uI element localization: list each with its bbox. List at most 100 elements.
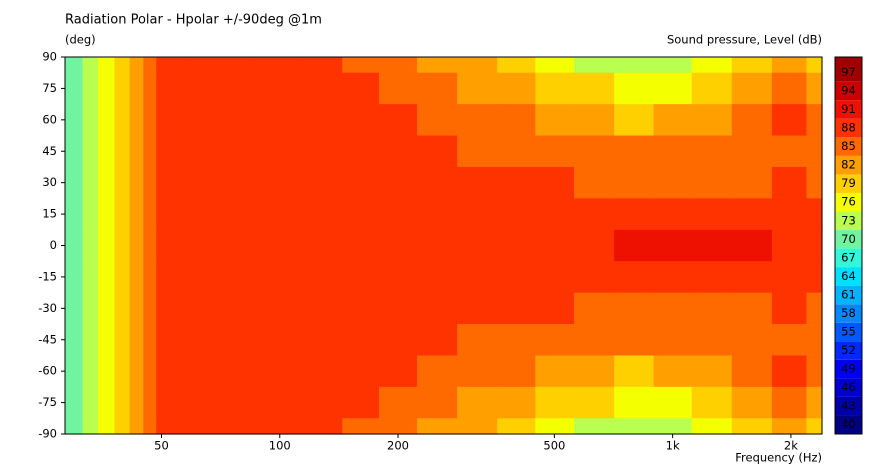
contour-cell xyxy=(771,57,808,74)
contour-cell xyxy=(65,324,84,357)
contour-cell xyxy=(691,198,733,231)
contour-cell xyxy=(302,104,343,137)
contour-cell xyxy=(535,104,575,137)
contour-cell xyxy=(190,418,250,435)
colorbar-band xyxy=(835,137,862,156)
contour-cell xyxy=(129,135,144,168)
contour-cell xyxy=(143,135,157,168)
colorbar-tick-label: 70 xyxy=(841,232,856,246)
colorbar-band xyxy=(835,81,862,101)
contour-cell xyxy=(129,72,144,105)
contour-cell xyxy=(82,261,99,294)
x-axis-label: Frequency (Hz) xyxy=(735,451,822,465)
contour-cell xyxy=(417,72,458,105)
contour-cell xyxy=(574,57,615,74)
colorbar-tick-label: 58 xyxy=(841,306,856,320)
contour-cell xyxy=(378,355,418,388)
contour-cell xyxy=(82,104,99,137)
contour-cell xyxy=(653,104,693,137)
y-tick-label: -90 xyxy=(38,427,57,441)
contour-cell xyxy=(614,292,655,325)
contour-cell xyxy=(497,418,536,435)
contour-cell xyxy=(653,198,693,231)
contour-cell xyxy=(535,386,575,419)
contour-cell xyxy=(114,229,131,262)
contour-cell xyxy=(302,418,343,435)
contour-cell xyxy=(378,166,418,199)
contour-cell xyxy=(457,292,498,325)
contour-cell xyxy=(129,355,144,388)
colorbar-tick-label: 94 xyxy=(841,83,856,97)
contour-cell xyxy=(114,292,131,325)
colorbar-tick-label: 82 xyxy=(841,158,856,172)
contour-cell xyxy=(535,229,575,262)
contour-cell xyxy=(302,57,343,74)
contour-cell xyxy=(806,104,823,137)
contour-cell xyxy=(190,135,250,168)
contour-cell xyxy=(249,324,303,357)
colorbar-band xyxy=(835,322,862,342)
contour-cell xyxy=(342,198,380,231)
contour-cell xyxy=(691,355,733,388)
contour-cell xyxy=(691,229,733,262)
contour-cell xyxy=(457,324,498,357)
colorbar-tick-label: 43 xyxy=(841,399,856,413)
contour-cell xyxy=(190,324,250,357)
y-tick-label: 0 xyxy=(50,238,57,252)
contour-cell xyxy=(731,229,773,262)
contour-cell xyxy=(691,166,733,199)
contour-cell xyxy=(653,229,693,262)
contour-cell xyxy=(614,386,655,419)
contour-cell xyxy=(653,57,693,74)
x-tick-label: 2k xyxy=(784,439,798,453)
contour-cell xyxy=(497,166,536,199)
contour-cell xyxy=(114,72,131,105)
contour-cell xyxy=(771,261,808,294)
contour-cell xyxy=(143,198,157,231)
contour-cell xyxy=(249,135,303,168)
contour-cell xyxy=(378,386,418,419)
contour-cell xyxy=(82,135,99,168)
contour-cell xyxy=(653,261,693,294)
contour-cell xyxy=(378,72,418,105)
contour-cell xyxy=(114,57,131,74)
contour-cell xyxy=(574,292,615,325)
contour-cell xyxy=(249,166,303,199)
colorbar-tick-label: 40 xyxy=(841,417,856,431)
contour-cell xyxy=(129,292,144,325)
contour-cell xyxy=(342,57,380,74)
contour-cell xyxy=(806,355,823,388)
contour-cell xyxy=(574,418,615,435)
contour-cell xyxy=(731,104,773,137)
contour-cell xyxy=(574,324,615,357)
colorbar-band xyxy=(835,155,862,175)
contour-cell xyxy=(114,198,131,231)
contour-cell xyxy=(190,104,250,137)
contour-cell xyxy=(156,292,191,325)
contour-cell xyxy=(806,386,823,419)
contour-cell xyxy=(82,292,99,325)
contour-cell xyxy=(156,72,191,105)
contour-cell xyxy=(535,324,575,357)
contour-cell xyxy=(98,261,116,294)
contour-cell xyxy=(731,261,773,294)
contour-cell xyxy=(771,292,808,325)
contour-cell xyxy=(129,104,144,137)
colorbar-tick-label: 55 xyxy=(841,325,856,339)
contour-cell xyxy=(771,355,808,388)
contour-cell xyxy=(190,57,250,74)
colorbar-band xyxy=(835,396,862,416)
contour-cell xyxy=(129,418,144,435)
y-tick-label: 45 xyxy=(42,144,57,158)
contour-cell xyxy=(156,135,191,168)
colorbar-tick-label: 61 xyxy=(841,287,856,301)
y-tick-label: 30 xyxy=(42,175,57,189)
contour-cell xyxy=(535,72,575,105)
contour-cell xyxy=(535,198,575,231)
contour-cell xyxy=(342,292,380,325)
contour-cell xyxy=(653,418,693,435)
contour-cell xyxy=(143,355,157,388)
contour-cell xyxy=(653,72,693,105)
contour-cell xyxy=(691,72,733,105)
